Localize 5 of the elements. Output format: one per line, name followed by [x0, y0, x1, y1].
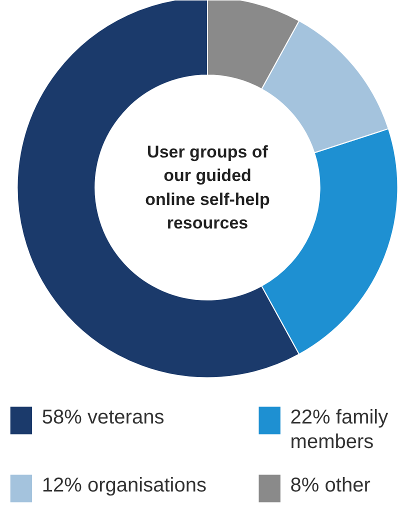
legend-label: 22% family members	[290, 406, 388, 453]
legend-label: 58% veterans	[42, 406, 164, 429]
legend-label: 8% other	[290, 474, 371, 497]
legend-label: 12% organisations	[42, 474, 206, 497]
text: User groups of our guided online self-help resources	[145, 142, 270, 233]
